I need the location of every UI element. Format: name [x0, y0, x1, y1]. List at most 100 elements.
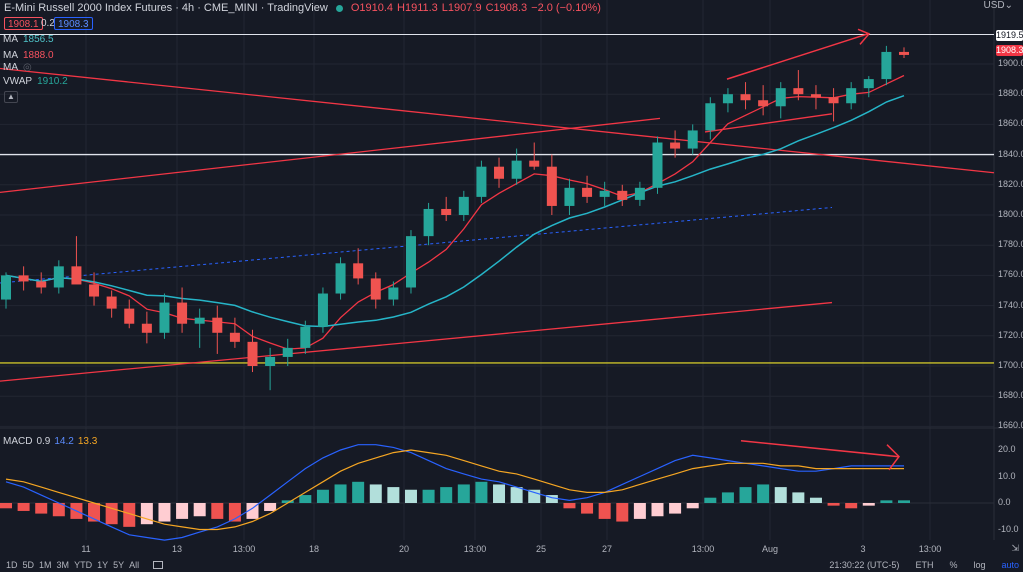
macd-histogram-bar [17, 503, 30, 511]
spread-value: 0.2 [41, 18, 55, 29]
timeframe-button-1m[interactable]: 1M [39, 559, 52, 570]
macd-histogram-bar [493, 484, 506, 503]
time-tick-label: 25 [535, 544, 547, 554]
candle-body [793, 88, 804, 95]
expand-icon[interactable]: ⇲ [1011, 543, 1019, 553]
market-status-icon [335, 4, 343, 12]
price-chart[interactable] [0, 0, 1023, 557]
candle-body [124, 308, 135, 324]
candle-body [423, 208, 434, 237]
price-tick-label: 1860.0 [998, 118, 1023, 129]
timeframe-button-ytd[interactable]: YTD [74, 559, 93, 570]
candle-body [388, 287, 399, 300]
candle-body [212, 317, 223, 333]
upper-trendline [0, 117, 661, 193]
price-tick-label: 1660.0 [998, 420, 1023, 431]
price-tick-label: 1840.0 [998, 148, 1023, 159]
candle-body [476, 166, 487, 197]
currency-label[interactable]: USD⌄ [983, 0, 1013, 11]
timeframe-button-1d[interactable]: 1D [6, 559, 18, 570]
chevron-down-icon: ⌄ [1004, 0, 1013, 11]
candle-body [705, 103, 716, 131]
macd-histogram-bar [264, 503, 277, 511]
ma-legend-3[interactable]: MA ◎ [3, 62, 32, 73]
candle-body [828, 97, 839, 104]
macd-histogram-bar [721, 492, 734, 503]
time-tick-label: 13:00 [691, 544, 715, 554]
time-tick-label: Aug [761, 544, 779, 554]
percent-toggle[interactable]: % [949, 559, 958, 570]
macd-histogram-bar [669, 503, 682, 514]
time-tick-label: 18 [308, 544, 320, 554]
ma-legend-2[interactable]: MA 1888.0 [3, 50, 54, 61]
macd-histogram-bar [475, 481, 488, 503]
price-tick-label: 1880.0 [998, 88, 1023, 99]
macd-histogram-bar [809, 497, 822, 503]
macd-histogram-bar [246, 503, 259, 519]
fast-ma-line [5, 74, 905, 350]
candle-body [370, 278, 381, 300]
macd-histogram-bar [774, 487, 787, 503]
slow-ma-line [5, 94, 905, 328]
candle-body [582, 187, 593, 197]
candle-body [317, 293, 328, 327]
ohlc-high: H1911.3 [397, 2, 438, 14]
ohlc-low: L1907.9 [441, 2, 482, 14]
price-tick-label: 1820.0 [998, 178, 1023, 189]
hidden-eye-icon[interactable]: ◎ [23, 62, 32, 73]
clock-display[interactable]: 21:30:22 (UTC-5) [829, 559, 900, 570]
collapse-legend-button[interactable]: ▲ [4, 91, 18, 103]
candle-body [511, 160, 522, 179]
auto-toggle[interactable]: auto [1001, 559, 1019, 570]
time-tick-label: 27 [601, 544, 613, 554]
timeframe-button-all[interactable]: All [129, 559, 140, 570]
symbol-title[interactable]: E-Mini Russell 2000 Index Futures · 4h ·… [4, 2, 328, 14]
candle-body [617, 190, 628, 200]
macd-histogram-bar [281, 500, 294, 503]
macd-histogram-bar [316, 489, 329, 503]
macd-histogram-bar [792, 492, 805, 503]
timeframe-button-1y[interactable]: 1Y [97, 559, 109, 570]
timeframe-button-3m[interactable]: 3M [56, 559, 70, 570]
candle-body [353, 263, 364, 279]
candle-body [899, 51, 909, 55]
macd-histogram-bar [757, 484, 770, 503]
macd-tick-label: -10.0 [998, 523, 1019, 534]
high-price-label: 1919.5 [996, 30, 1023, 41]
macd-histogram-bar [0, 503, 12, 509]
macd-histogram-bar [352, 481, 365, 503]
macd-histogram-bar [651, 503, 664, 517]
macd-line [5, 444, 904, 541]
candle-body [53, 266, 64, 288]
time-tick-label: 13:00 [232, 544, 256, 554]
price-tick-label: 1800.0 [998, 209, 1023, 219]
candle-body [546, 166, 557, 206]
macd-histogram-bar [880, 500, 893, 503]
timeframe-button-5d[interactable]: 5D [22, 559, 35, 570]
candle-body [89, 284, 100, 297]
arrow-line-price [726, 33, 869, 80]
macd-histogram-bar [440, 487, 453, 503]
candle-body [177, 302, 188, 324]
sell-price-button[interactable]: 1908.1 [4, 17, 43, 30]
macd-legend[interactable]: MACD 0.9 14.2 13.3 [3, 436, 98, 447]
log-toggle[interactable]: log [973, 559, 986, 570]
timeframe-buttons: 1D 5D 1M 3M YTD 1Y 5Y All [0, 560, 139, 570]
macd-histogram-bar [158, 503, 171, 522]
macd-divergence-line [740, 439, 899, 458]
macd-histogram-bar [616, 503, 629, 522]
ma-legend-1[interactable]: MA 1856.5 [3, 34, 54, 45]
vwap-legend[interactable]: VWAP 1910.2 [3, 76, 68, 87]
macd-histogram-bar [105, 503, 118, 525]
trend-lines [0, 28, 995, 382]
candle-body [247, 341, 258, 366]
timeframe-button-5y[interactable]: 5Y [113, 559, 125, 570]
candle-body [758, 100, 769, 107]
price-tick-label: 1700.0 [998, 360, 1023, 370]
candle-body [1, 275, 11, 300]
signal-line [5, 449, 904, 531]
candle-body [458, 196, 469, 215]
calendar-icon[interactable] [153, 560, 164, 569]
buy-price-button[interactable]: 1908.3 [54, 17, 93, 30]
session-toggle[interactable]: ETH [915, 559, 934, 570]
